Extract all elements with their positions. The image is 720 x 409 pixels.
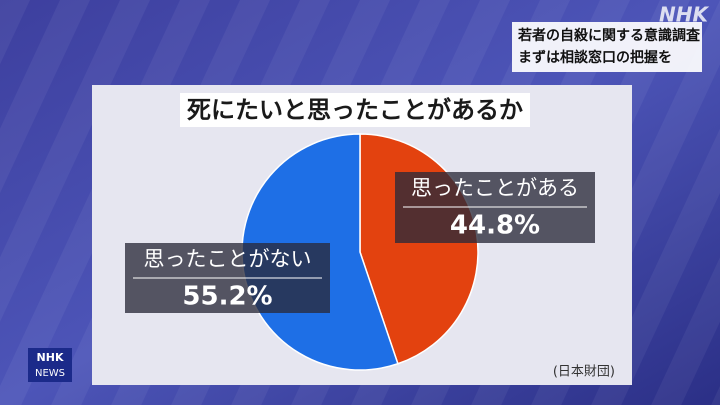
caption-line: まずは相談窓口の把握を xyxy=(518,49,672,66)
value-label: 55.2% xyxy=(182,282,272,312)
title-box xyxy=(180,93,530,127)
caption-line: 若者の自殺に関する意識調査 xyxy=(517,27,701,44)
news-logo-bottom: NEWS xyxy=(35,368,65,379)
category-label: 思ったことがない xyxy=(144,247,312,271)
source: (日本財団) xyxy=(553,365,615,380)
value-label: 44.8% xyxy=(450,211,540,241)
caption-box xyxy=(512,22,702,72)
news-logo-top: NHK xyxy=(37,351,64,364)
news-logo-box xyxy=(28,348,72,382)
chart-title: 死にたいと思ったことがあるか xyxy=(187,96,523,124)
category-label: 思ったことがある xyxy=(411,176,579,200)
labels: 思ったことがある 44.8% 思ったことがない 55.2% xyxy=(125,172,595,313)
channel-logo: NHK xyxy=(659,3,709,27)
